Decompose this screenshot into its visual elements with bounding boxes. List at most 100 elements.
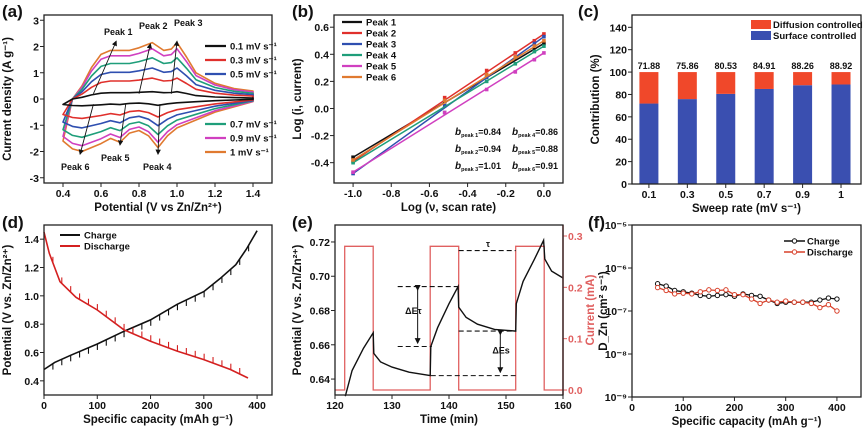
- bar-data-label: 75.86: [676, 61, 699, 71]
- data-point: [800, 299, 806, 305]
- x-tick-label: 140: [440, 400, 458, 412]
- data-point: [834, 296, 840, 302]
- data-point: [825, 295, 832, 301]
- y-tick-label: 0.66: [310, 340, 331, 352]
- y-axis-title: Contribution (%): [590, 54, 602, 144]
- y-tick-label: 10⁻⁷: [605, 306, 627, 318]
- capacity-curve: [43, 230, 258, 371]
- data-point: [791, 299, 797, 305]
- legend-label: Peak 3: [366, 40, 396, 51]
- data-point: [351, 170, 355, 174]
- legend-swatch: [751, 31, 771, 40]
- delta-es-label: ΔEs: [492, 345, 509, 355]
- y-tick-label: -0.2: [311, 131, 329, 143]
- data-point: [542, 38, 546, 43]
- legend-label: Surface controlled: [773, 31, 857, 42]
- data-point: [723, 291, 729, 298]
- y-tick-label: 10⁻⁵: [605, 220, 627, 232]
- data-point: [442, 98, 447, 103]
- x-tick-label: 0: [41, 400, 47, 412]
- data-point: [663, 283, 669, 289]
- b-symbol: b: [512, 161, 518, 172]
- y-right-tick-label: 0.1: [568, 334, 583, 346]
- peak-label: Peak 5: [101, 153, 130, 163]
- data-point: [513, 61, 518, 66]
- panel-label: (b): [292, 2, 314, 21]
- legend-label: Charge: [84, 231, 117, 242]
- bar-segment: [754, 72, 774, 89]
- y-tick-label: 10⁻⁶: [605, 263, 627, 275]
- x-tick-label: 0.7: [757, 189, 772, 201]
- panel-label: (d): [2, 213, 24, 232]
- b-value: =0.84: [478, 127, 501, 137]
- y-tick-label: 1.0: [24, 291, 39, 303]
- x-tick-label: 400: [828, 402, 846, 414]
- y-tick-label: 0.68: [310, 306, 331, 318]
- b-symbol: b: [455, 144, 461, 155]
- cv-curve: [62, 90, 254, 107]
- x-tick-label: 1: [838, 189, 844, 201]
- x-tick-label: 200: [726, 402, 744, 414]
- b-value: =0.88: [535, 144, 558, 154]
- y-tick-label: 3: [33, 15, 39, 27]
- x-tick-label: 0.3: [680, 189, 695, 201]
- legend-swatch: [751, 20, 771, 29]
- potential-trace: [344, 237, 564, 397]
- fit-line: [352, 52, 545, 173]
- data-point: [671, 291, 678, 297]
- y-tick-label: 0: [33, 94, 39, 106]
- y-tick-label: 60: [615, 112, 627, 124]
- data-point: [723, 287, 729, 293]
- bar-segment: [831, 72, 851, 85]
- y-axis-title: Potential (V vs. Zn/Zn²⁺): [292, 245, 304, 376]
- data-point: [783, 298, 789, 304]
- b-subscript: peak 3: [461, 167, 478, 173]
- peak-arrow: [155, 104, 161, 156]
- panel-a-cv-curves: Peak 1 Peak 2 Peak 3 Peak 4 Peak 5 Peak 6 0.1 …: [2, 2, 277, 214]
- plot-frame: [631, 14, 862, 185]
- y-tick-label: 10⁻⁸: [605, 349, 627, 361]
- y-tick-label: 1.4: [24, 234, 39, 246]
- b-symbol: b: [455, 161, 461, 172]
- y-tick-label: 0.4: [314, 49, 329, 61]
- y-tick-label: 1: [33, 68, 39, 80]
- b-value-label: bpeak 4=0.86: [512, 127, 558, 139]
- bar-data-label: 80.53: [714, 61, 737, 71]
- b-value-label: bpeak 1=0.84: [455, 127, 501, 139]
- y-tick-label: 80: [615, 89, 627, 101]
- data-point: [442, 110, 447, 115]
- x-tick-label: 0.1: [642, 189, 657, 201]
- bar-data-label: 71.88: [638, 61, 661, 71]
- x-axis-title: Time (min): [420, 414, 478, 426]
- b-subscript: peak 2: [461, 150, 478, 156]
- tau-label: τ: [486, 239, 490, 249]
- panel-label: (f): [588, 213, 605, 232]
- legend-label: 0.9 mV s⁻¹: [230, 134, 277, 145]
- peak-arrow: [78, 104, 94, 155]
- data-point: [731, 291, 738, 298]
- y-tick-label: 2: [33, 42, 39, 54]
- data-point: [351, 155, 355, 160]
- y-tick-label: 10⁻⁹: [605, 392, 627, 404]
- data-point: [532, 49, 537, 54]
- data-point: [654, 284, 661, 291]
- y-axis-title: Log (i, current): [292, 58, 304, 139]
- b-symbol: b: [512, 144, 518, 155]
- x-tick-label: 200: [142, 400, 160, 412]
- y-tick-label: 40: [615, 134, 627, 146]
- capacity-curve: [43, 231, 249, 379]
- data-point: [513, 55, 518, 59]
- diffusion-line: [657, 286, 838, 312]
- b-value: =0.91: [535, 161, 558, 171]
- x-tick-label: 1.2: [208, 188, 223, 200]
- legend-label: 1 mV s⁻¹: [230, 148, 269, 159]
- legend-label: Peak 1: [366, 18, 397, 29]
- b-value-label: bpeak 3=1.01: [455, 161, 501, 173]
- data-point: [542, 32, 546, 36]
- data-point: [757, 293, 763, 299]
- fit-line: [352, 45, 545, 164]
- x-tick-label: -1.0: [344, 188, 362, 200]
- data-point: [351, 160, 355, 165]
- b-subscript: peak 4: [518, 133, 536, 139]
- y-tick-label: 0.8: [24, 319, 39, 331]
